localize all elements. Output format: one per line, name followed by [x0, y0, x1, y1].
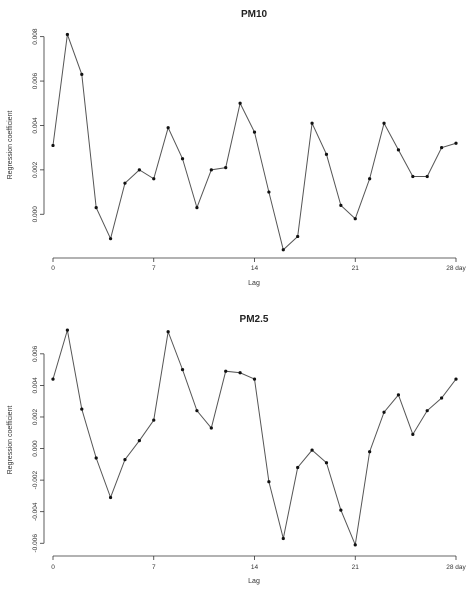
pm10-y-tick-label: 0.000: [32, 206, 39, 223]
pm10-x-axis-label: Lag: [248, 280, 260, 287]
pm10-data-point: [310, 121, 314, 125]
pm25-x-tick-label: 14: [251, 564, 259, 571]
pm10-series-line: [52, 34, 457, 251]
pm25-y-tick-label: -0.002: [32, 471, 39, 490]
pm10-data-point: [281, 248, 285, 252]
pm10-data-point: [238, 101, 242, 105]
pm10-x-tick-label: 7: [152, 265, 156, 272]
pm25-data-point: [382, 410, 386, 414]
pm10-data-point: [166, 126, 170, 130]
pm10-data-point: [296, 234, 300, 239]
pm25-data-point: [411, 432, 415, 436]
pm25-x-tick-label: 28 day: [446, 564, 466, 571]
pm25-data-point: [152, 418, 156, 422]
pm25-data-point: [440, 396, 444, 400]
pm25-data-point: [396, 393, 401, 397]
pm10-title: PM10: [241, 9, 268, 20]
pm25-y-axis-label: Regression coefficient: [7, 406, 14, 475]
pm10-x-tick-label: 28 day: [446, 265, 466, 272]
pm25-data-point: [137, 439, 141, 443]
pm25-data-point: [310, 448, 314, 452]
pm10-data-point: [195, 206, 199, 210]
pm25-data-point: [224, 369, 228, 373]
pm10-data-point: [454, 141, 458, 145]
pm25-data-point: [108, 495, 113, 500]
pm25-data-point: [94, 456, 98, 460]
pm10-y-tick-label: 0.008: [32, 28, 39, 45]
pm25-data-point: [353, 543, 357, 547]
pm10-data-point: [209, 168, 213, 172]
pm10-data-point: [80, 72, 84, 76]
pm25-x-tick-label: 21: [352, 564, 360, 571]
pm10-y-tick-label: 0.004: [32, 117, 39, 134]
pm25-data-point: [209, 426, 213, 430]
pm10-data-point: [137, 168, 141, 172]
pm10-data-point: [425, 174, 429, 179]
pm25-data-point: [166, 330, 170, 334]
pm25-y-tick-label: -0.004: [32, 502, 39, 521]
pm10-y-tick-label: 0.006: [32, 73, 39, 90]
pm10-data-point: [267, 190, 271, 194]
pm25-data-point: [339, 508, 343, 512]
pm25-data-point: [252, 377, 257, 381]
pm25-data-point: [281, 536, 285, 541]
pm25-data-point: [267, 480, 271, 484]
pm25-data-point: [80, 407, 84, 411]
pm25-data-point: [51, 377, 55, 381]
pm25-y-tick-label: 0.004: [32, 377, 39, 394]
pm10-data-point: [353, 217, 357, 221]
pm25-data-point: [195, 409, 199, 413]
pm25-data-point: [368, 450, 372, 454]
pm10-panel: PM10 Lag Regression coefficient 0 7 14 21 28…: [7, 9, 467, 287]
pm25-y-tick-label: 0.000: [32, 440, 39, 457]
pm10-x-tick-label: 14: [251, 265, 259, 272]
pm10-y-axis-label: Regression coefficient: [7, 111, 14, 180]
pm25-data-point: [238, 371, 242, 375]
pm10-data-point: [252, 130, 257, 134]
pm10-data-point: [411, 174, 415, 179]
pm25-data-point: [296, 465, 300, 470]
pm10-data-point: [324, 152, 329, 156]
pm10-data-point: [94, 206, 98, 210]
pm10-data-point: [396, 148, 401, 152]
pm10-data-point: [368, 177, 372, 181]
pm10-x-tick-label: 21: [352, 265, 360, 272]
pm10-data-point: [108, 237, 113, 241]
pm10-data-point: [152, 177, 156, 181]
pm25-data-point: [425, 409, 429, 413]
pm25-series-line: [52, 329, 457, 547]
pm25-title: PM2.5: [240, 314, 269, 325]
pm10-data-point: [65, 32, 69, 37]
pm10-data-point: [51, 143, 55, 148]
pm10-y-tick-label: 0.002: [32, 161, 39, 178]
pm25-data-point: [180, 368, 185, 372]
pm25-data-point: [65, 328, 69, 332]
pm10-data-point: [440, 146, 444, 150]
pm10-data-point: [224, 166, 228, 170]
pm10-data-point: [382, 121, 386, 125]
pm25-y-tick-label: -0.006: [32, 534, 39, 553]
pm25-y-tick-label: 0.002: [32, 408, 39, 425]
pm25-x-axis-label: Lag: [248, 578, 260, 585]
pm25-data-point: [324, 461, 329, 465]
pm10-data-point: [123, 181, 127, 185]
pm10-data-point: [180, 157, 185, 161]
pm10-x-tick-label: 0: [51, 265, 55, 272]
pm25-x-tick-label: 7: [152, 564, 156, 571]
pm25-panel: PM2.5 Lag Regression coefficient 0 7 14 21 2…: [7, 314, 467, 585]
pm25-x-tick-label: 0: [51, 564, 55, 571]
pm25-data-point: [123, 458, 127, 462]
pm10-data-point: [339, 203, 343, 207]
pm25-data-point: [454, 377, 458, 381]
pm25-y-tick-label: 0.006: [32, 345, 39, 362]
